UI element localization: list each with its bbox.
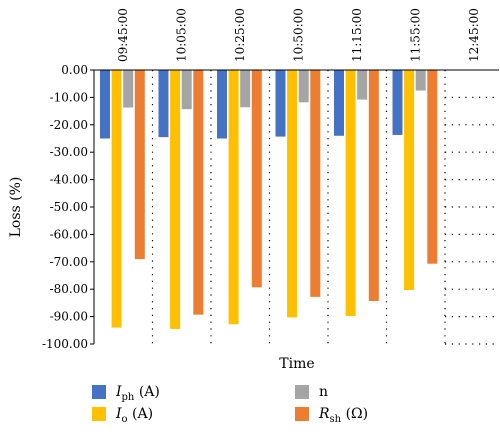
y-tick-label: -30.00 <box>50 145 88 159</box>
bar-n-1 <box>181 70 192 110</box>
y-tick-label: -80.00 <box>50 282 88 296</box>
bar-n-3 <box>298 70 309 103</box>
bar-ipha-4 <box>334 70 344 136</box>
x-axis-title: Time <box>279 356 314 372</box>
legend-label: Io (A) <box>115 406 153 425</box>
y-tick-label: -20.00 <box>50 118 88 132</box>
x-tick-label: 12:45:00 <box>467 8 481 62</box>
grid <box>151 70 499 345</box>
y-tick-labels: 0.00 -10.00 -20.00 -30.00 -40.00 -50.00 -60.00… <box>42 63 88 351</box>
x-tick-label: 09:45:00 <box>116 8 130 62</box>
bar-ipha-5 <box>392 70 403 135</box>
y-tick-label: -70.00 <box>50 255 88 269</box>
bar-rsh-3 <box>310 70 321 297</box>
bar-ioa-4 <box>345 70 356 317</box>
bar-n-5 <box>415 70 426 91</box>
y-tick-label: -90.00 <box>50 310 88 324</box>
bar-n-0 <box>123 70 134 108</box>
y-tick-label: -50.00 <box>50 200 88 214</box>
y-tick-label: -40.00 <box>50 173 88 187</box>
x-tick-labels: 09:45:00 10:05:00 10:25:00 10:50:00 11:15:00… <box>116 8 481 62</box>
bar-ipha-2 <box>217 70 227 139</box>
y-tick-label: -10.00 <box>50 90 88 104</box>
bar-ioa-2 <box>228 70 239 325</box>
legend-swatch <box>295 385 309 399</box>
bar-rsh-0 <box>134 70 145 260</box>
bar-rsh-1 <box>193 70 204 315</box>
y-tick-label: -100.00 <box>42 337 88 351</box>
axes <box>90 69 499 345</box>
legend-swatch <box>92 407 106 421</box>
bar-ioa-5 <box>404 70 415 291</box>
bar-rsh-5 <box>427 70 438 264</box>
legend: Iph (A) Io (A) n Rsh (Ω) <box>92 384 368 425</box>
legend-label: Iph (A) <box>115 384 160 403</box>
legend-swatch <box>92 385 106 399</box>
x-tick-label: 11:55:00 <box>409 8 423 62</box>
x-tick-label: 10:05:00 <box>175 8 189 62</box>
bar-n-4 <box>357 70 368 100</box>
bar-ipha-0 <box>100 70 110 139</box>
y-tick-label: -60.00 <box>50 227 88 241</box>
bar-ioa-0 <box>111 70 122 328</box>
bars <box>100 70 438 329</box>
y-tick-label: 0.00 <box>61 63 88 77</box>
bar-n-2 <box>240 70 251 108</box>
bar-ipha-3 <box>275 70 286 137</box>
x-tick-label: 11:15:00 <box>350 8 364 62</box>
x-tick-label: 10:50:00 <box>292 8 306 62</box>
bar-ioa-3 <box>287 70 298 318</box>
bar-rsh-2 <box>251 70 262 288</box>
bar-ioa-1 <box>170 70 181 329</box>
bar-ipha-1 <box>158 70 169 138</box>
y-axis-title: Loss (%) <box>8 177 24 238</box>
legend-label: n <box>319 384 328 400</box>
legend-swatch <box>295 407 309 421</box>
legend-label: Rsh (Ω) <box>318 406 368 425</box>
bar-rsh-4 <box>368 70 379 301</box>
x-tick-label: 10:25:00 <box>233 8 247 62</box>
